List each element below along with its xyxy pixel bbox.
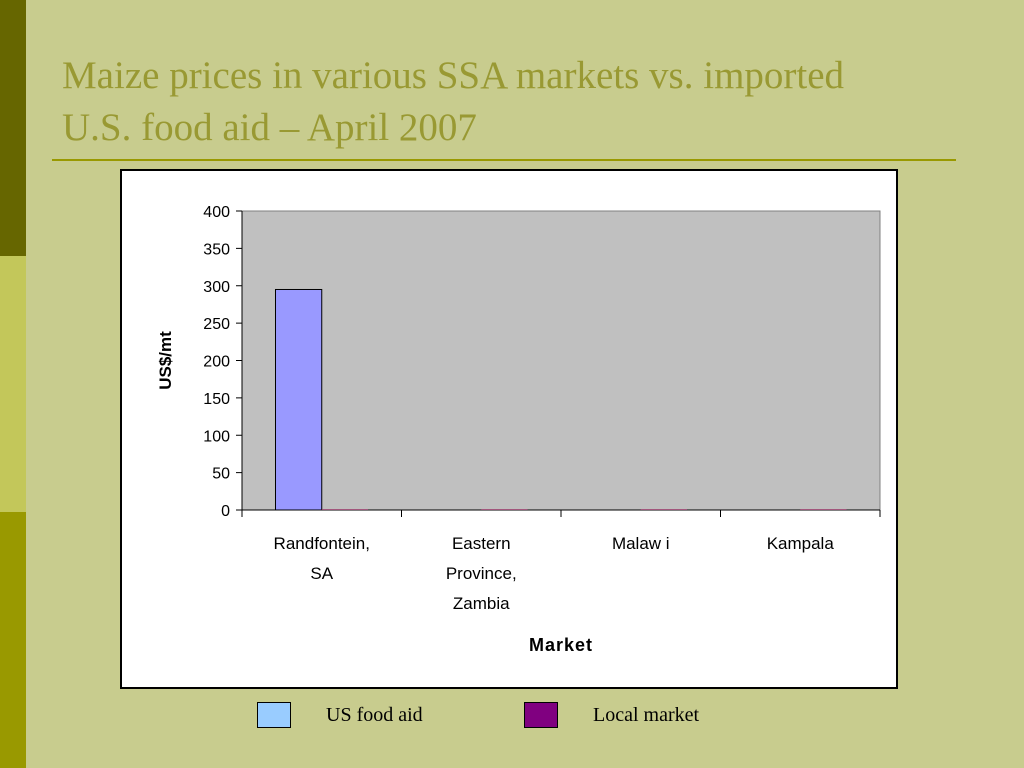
x-category-label-1-line-1: Province, (446, 564, 517, 583)
y-tick-label-400: 400 (203, 204, 230, 221)
y-tick-label-200: 200 (203, 354, 230, 371)
x-category-label-0-line-1: SA (310, 564, 333, 583)
side-accent-bar-top (0, 0, 26, 256)
y-tick-label-50: 50 (212, 466, 230, 483)
bar-us-food-aid-0 (274, 288, 323, 511)
title-divider (52, 159, 956, 161)
y-tick-label-100: 100 (203, 428, 230, 445)
bar-chart: 0 50 100 150 200 250 300 350 400 US$/mt Randfontei… (156, 204, 881, 655)
bar-local-market-1 (481, 509, 528, 510)
y-axis-label: US$/mt (156, 331, 175, 390)
x-category-label-2: Malaw i (612, 534, 670, 553)
legend-label-us-food-aid: US food aid (326, 703, 423, 726)
bar-local-market-2 (640, 509, 688, 510)
y-tick-label-250: 250 (203, 316, 230, 333)
y-tick-label-0: 0 (221, 503, 230, 520)
x-category-label-1: Eastern Province, Zambia (446, 534, 517, 613)
x-category-label-3: Kampala (767, 534, 835, 553)
side-accent-bar-bottom (0, 512, 26, 768)
legend-swatch-us-food-aid (257, 702, 291, 728)
chart-frame: 0 50 100 150 200 250 300 350 400 US$/mt Randfontei… (120, 169, 898, 689)
legend-swatch-local-market (524, 702, 558, 728)
plot-area (241, 210, 881, 511)
y-tick-label-350: 350 (203, 241, 230, 258)
x-category-label-1-line-0: Eastern (452, 534, 511, 553)
x-category-label-0: Randfontein, SA (274, 534, 370, 583)
y-tick-label-300: 300 (203, 279, 230, 296)
bar-local-market-3 (800, 509, 847, 510)
bar-local-market-0 (321, 509, 369, 510)
x-category-label-1-line-2: Zambia (453, 594, 510, 613)
legend-label-local-market: Local market (593, 703, 700, 726)
x-axis-label: Market (529, 635, 593, 655)
chart-legend: US food aid Local market (0, 702, 1024, 734)
y-tick-label-150: 150 (203, 391, 230, 408)
legend-item-us-food-aid: US food aid (257, 702, 423, 728)
x-category-label-3-line-0: Kampala (767, 534, 835, 553)
slide-title-line-1: Maize prices in various SSA markets vs. … (62, 54, 845, 97)
x-category-label-2-line-0: Malaw i (612, 534, 670, 553)
slide-title-line-2: U.S. food aid – April 2007 (62, 106, 477, 149)
side-accent-bar-middle (0, 256, 26, 512)
legend-item-local-market: Local market (524, 702, 699, 728)
slide-title: Maize prices in various SSA markets vs. … (62, 50, 962, 154)
x-category-label-0-line-0: Randfontein, (274, 534, 370, 553)
